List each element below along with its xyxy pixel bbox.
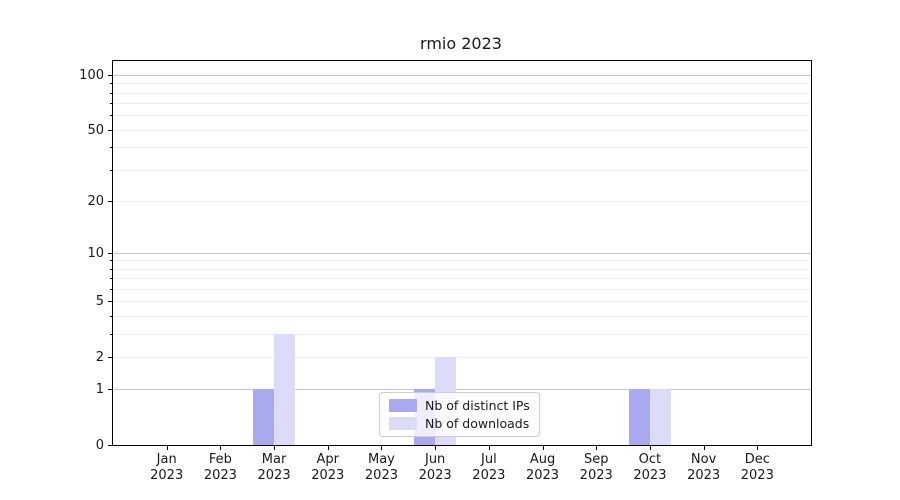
major-gridline: [113, 252, 811, 254]
legend-entry: Nb of downloads: [389, 416, 530, 431]
y-tick-mark: [108, 445, 112, 446]
y-axis-tick-label: 100: [79, 68, 104, 83]
minor-gridline: [113, 268, 811, 270]
bar: [649, 389, 671, 445]
chart-title: rmio 2023: [420, 34, 502, 53]
minor-gridline: [113, 301, 811, 303]
x-tick-mark: [381, 446, 383, 450]
minor-gridline: [113, 115, 811, 117]
legend-label: Nb of distinct IPs: [425, 398, 530, 413]
y-tick-mark: [108, 252, 112, 254]
y-axis-tick-label: 0: [95, 438, 104, 453]
y-axis-tick-label: 2: [95, 349, 104, 365]
legend-swatch: [389, 399, 417, 412]
x-axis-tick-label: Oct 2023: [633, 452, 667, 483]
y-minor-tick-mark: [110, 333, 112, 335]
major-gridline: [113, 75, 811, 76]
y-minor-tick-mark: [110, 200, 112, 202]
y-minor-tick-mark: [110, 260, 112, 262]
minor-gridline: [113, 169, 811, 171]
x-tick-mark: [596, 446, 598, 450]
minor-gridline: [113, 356, 811, 358]
x-tick-mark: [757, 446, 759, 450]
y-minor-tick-mark: [110, 115, 112, 117]
x-tick-mark: [488, 446, 490, 450]
x-axis-tick-label: Jul 2023: [472, 452, 506, 483]
x-axis-tick-label: Jun 2023: [418, 452, 452, 483]
y-tick-mark: [108, 389, 112, 391]
y-axis-tick-label: 10: [87, 245, 104, 261]
y-axis-tick-label: 5: [95, 294, 104, 310]
y-minor-tick-mark: [110, 83, 112, 85]
x-tick-mark: [327, 446, 329, 450]
x-axis-tick-label: Mar 2023: [257, 452, 291, 483]
x-axis-tick-label: Dec 2023: [740, 452, 774, 483]
x-tick-mark: [703, 446, 705, 450]
y-minor-tick-mark: [110, 169, 112, 171]
x-tick-mark: [166, 446, 168, 450]
x-tick-mark: [435, 446, 437, 450]
minor-gridline: [113, 260, 811, 262]
bar: [253, 389, 275, 445]
y-minor-tick-mark: [110, 356, 112, 358]
x-axis-tick-label: Feb 2023: [203, 452, 237, 483]
y-minor-tick-mark: [110, 268, 112, 270]
minor-gridline: [113, 103, 811, 105]
plot-area: Nb of distinct IPs Nb of downloads: [112, 60, 812, 446]
x-tick-mark: [649, 446, 651, 450]
x-axis-tick-label: Jan 2023: [150, 452, 184, 483]
x-axis-tick-label: Apr 2023: [311, 452, 345, 483]
y-minor-tick-mark: [110, 315, 112, 317]
minor-gridline: [113, 278, 811, 280]
legend-label: Nb of downloads: [425, 416, 530, 431]
y-minor-tick-mark: [110, 103, 112, 105]
y-minor-tick-mark: [110, 92, 112, 94]
x-tick-mark: [542, 446, 544, 450]
minor-gridline: [113, 333, 811, 335]
minor-gridline: [113, 92, 811, 94]
minor-gridline: [113, 288, 811, 290]
x-axis-tick-label: May 2023: [364, 452, 398, 483]
x-axis-tick-label: Sep 2023: [579, 452, 613, 483]
x-tick-mark: [274, 446, 276, 450]
y-minor-tick-mark: [110, 301, 112, 303]
bar: [628, 389, 650, 445]
y-minor-tick-mark: [110, 129, 112, 131]
legend-swatch: [389, 417, 417, 430]
minor-gridline: [113, 200, 811, 202]
legend-entry: Nb of distinct IPs: [389, 398, 530, 413]
bar: [274, 333, 296, 445]
x-axis-tick-label: Aug 2023: [525, 452, 560, 483]
minor-gridline: [113, 147, 811, 149]
minor-gridline: [113, 315, 811, 317]
y-axis-tick-label: 20: [87, 193, 104, 209]
minor-gridline: [113, 83, 811, 85]
y-axis-tick-label: 1: [95, 382, 104, 398]
y-axis-tick-label: 50: [87, 122, 104, 138]
y-minor-tick-mark: [110, 147, 112, 149]
major-gridline: [113, 389, 811, 391]
x-tick-mark: [220, 446, 222, 450]
y-minor-tick-mark: [110, 278, 112, 280]
y-minor-tick-mark: [110, 288, 112, 290]
legend: Nb of distinct IPs Nb of downloads: [379, 392, 540, 437]
y-tick-mark: [108, 75, 112, 76]
x-axis-tick-label: Nov 2023: [687, 452, 721, 483]
minor-gridline: [113, 129, 811, 131]
